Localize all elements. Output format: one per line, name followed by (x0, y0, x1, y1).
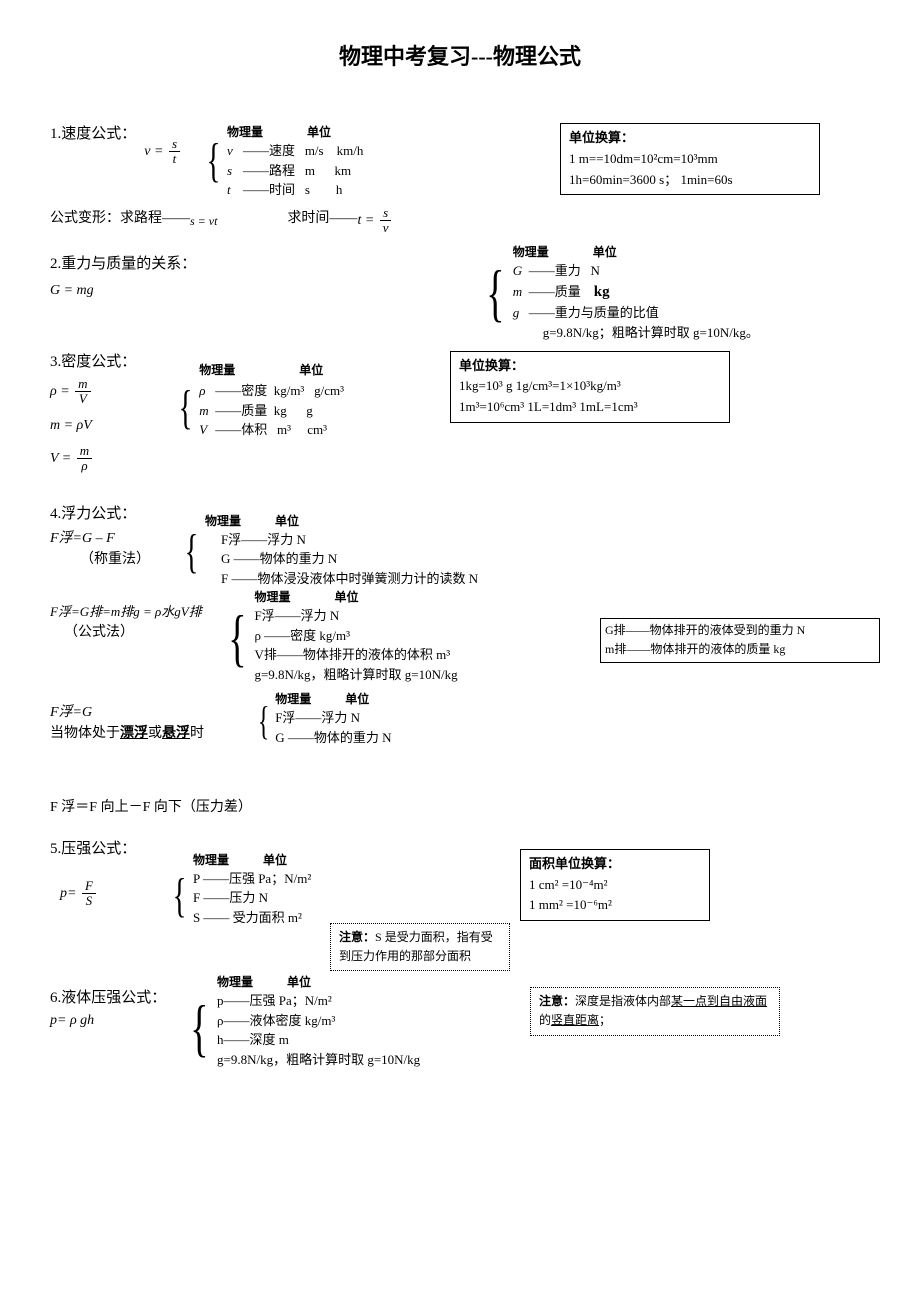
s1-conversion-box: 单位换算： 1 m==10dm=10²cm=10³mm 1h=60min=360… (560, 123, 820, 195)
s1-formula: v = st (144, 137, 182, 167)
brace-icon: { (190, 996, 208, 1060)
s5-label: 5.压强公式： (50, 841, 136, 857)
section-density: 3.密度公式： ρ = mV m = ρV V = mρ { 物理量单位 ρ——… (50, 351, 870, 474)
brace-icon: { (228, 606, 246, 670)
s4-pressure-diff: F 浮＝F 向上－F 向下（压力差） (50, 797, 870, 818)
brace-icon: { (207, 137, 221, 185)
brace-icon: { (179, 384, 193, 432)
brace-icon: { (185, 528, 199, 576)
s5-note-box: 注意：S 是受力面积，指有受到压力作用的那部分面积 (330, 923, 510, 971)
section-liquid-pressure: 6.液体压强公式： p= ρ gh { 物理量单位 p——压强 Pa；N/m² … (50, 987, 870, 1069)
s6-label: 6.液体压强公式： (50, 987, 166, 1010)
s2-label: 2.重力与质量的关系： (50, 253, 196, 276)
s3-label: 3.密度公式： (50, 354, 136, 370)
section-pressure: 5.压强公式： p= FS { 物理量单位 P ——压强 Pa；N/m² F —… (50, 838, 870, 927)
brace-icon: { (258, 701, 270, 741)
s6-note-box: 注意：深度是指液体内部某一点到自由液面的竖直距离； (530, 987, 780, 1035)
section-buoyancy: 4.浮力公式： F浮=G – F （称重法） { 物理量单位 F浮——浮力 N … (50, 503, 870, 818)
s4-extra-box: G排——物体排开的液体受到的重力 N m排——物体排开的液体的质量 kg (600, 618, 880, 662)
page-title: 物理中考复习---物理公式 (50, 40, 870, 73)
section-speed: 1.速度公式： v = st { 物理量单位 v——速度 m/s km/h s—… (50, 123, 870, 235)
brace-icon: { (486, 261, 504, 325)
s4-label: 4.浮力公式： (50, 506, 136, 522)
s1-label: 1.速度公式： (50, 123, 136, 146)
section-gravity: 2.重力与质量的关系： G = mg { 物理量单位 G——重力 N m——质量… (50, 253, 870, 301)
brace-icon: { (173, 872, 187, 920)
s3-conversion-box: 单位换算： 1kg=10³ g 1g/cm³=1×10³kg/m³ 1m³=10… (450, 351, 730, 423)
s5-conversion-box: 面积单位换算： 1 cm² =10⁻⁴m² 1 mm² =10⁻⁶m² (520, 849, 710, 921)
s1-deriv-label: 公式变形：求路程—— (50, 208, 190, 229)
